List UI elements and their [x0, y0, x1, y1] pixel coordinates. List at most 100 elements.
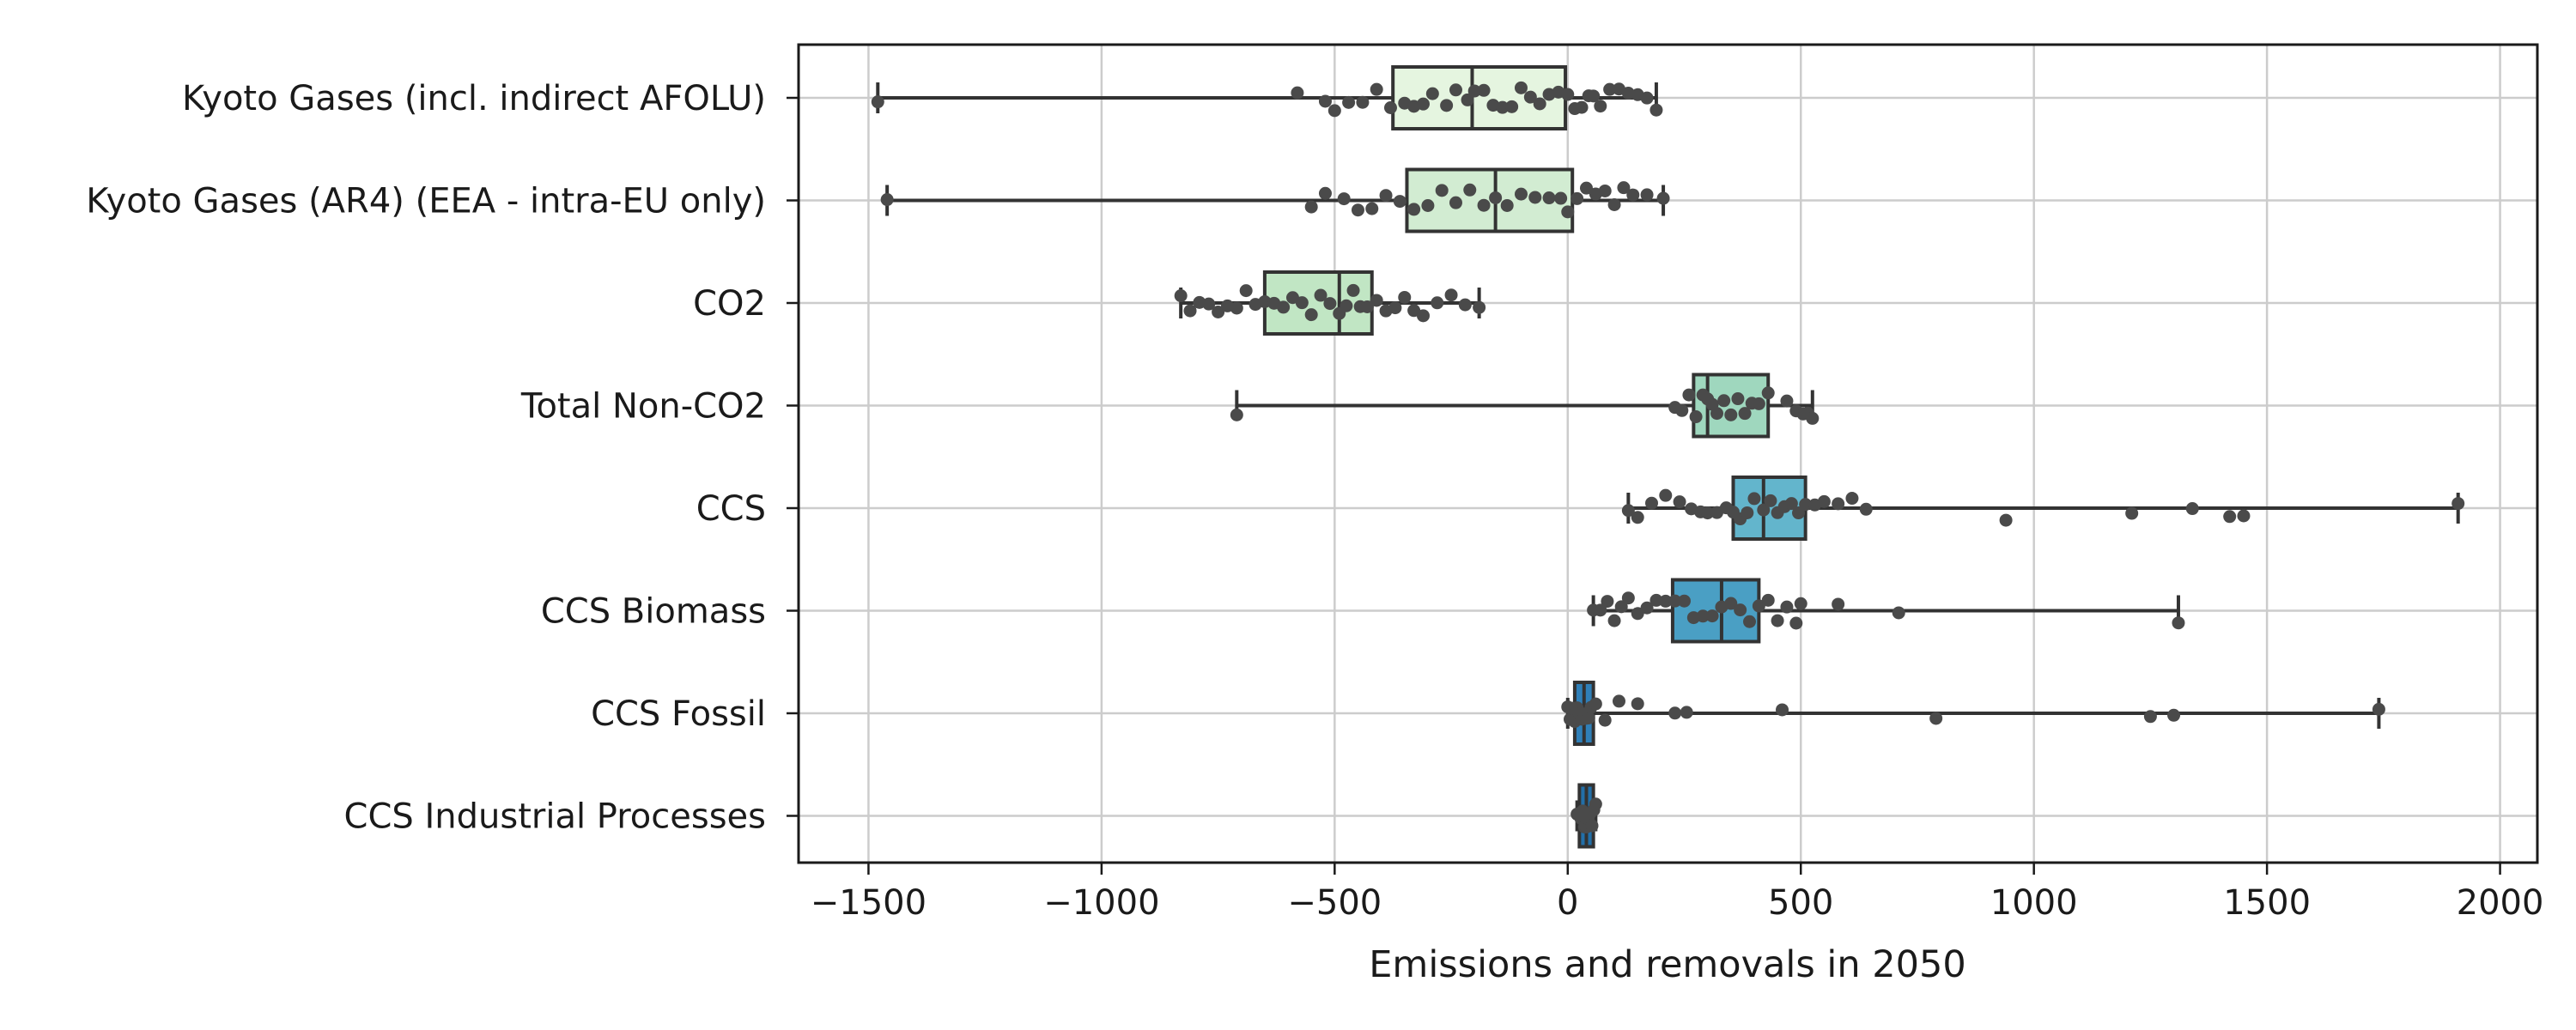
data-point [1342, 95, 1356, 109]
data-point [1489, 191, 1503, 204]
data-point [1780, 394, 1794, 408]
data-point [1659, 594, 1673, 608]
data-point [1318, 94, 1332, 108]
data-point [1370, 82, 1383, 96]
data-point [1337, 192, 1351, 206]
data-point [1668, 594, 1682, 608]
data-point [1710, 407, 1724, 421]
data-point [1614, 600, 1628, 614]
data-point [1644, 496, 1658, 510]
data-point [1734, 603, 1747, 617]
data-point [1724, 597, 1738, 610]
data-point [1656, 191, 1670, 205]
data-point [1463, 183, 1477, 197]
category-label: Kyoto Gases (incl. indirect AFOLU) [182, 79, 766, 118]
box-group [1561, 681, 2385, 746]
data-point [1444, 288, 1458, 302]
data-point [1799, 498, 1813, 512]
box-group [1571, 783, 1602, 849]
data-point [1631, 697, 1644, 711]
data-point [1859, 502, 1873, 516]
data-point [1388, 301, 1402, 315]
data-point [1741, 506, 1754, 519]
data-point [1230, 301, 1243, 315]
axes-layer: −1500 −1000 −500 0 500 1000 1500 2000 Kyoto Gase… [86, 43, 2543, 923]
data-point [1514, 187, 1528, 201]
data-point [1435, 184, 1449, 197]
data-point [1929, 712, 1943, 725]
data-point [1603, 82, 1617, 96]
data-point [1542, 191, 1556, 205]
data-point [1601, 595, 1614, 609]
data-point [1780, 600, 1794, 614]
data-point [1174, 289, 1188, 303]
data-point [2125, 506, 2139, 520]
box-group [880, 167, 1670, 233]
x-tick-label: −1500 [811, 883, 927, 923]
box-group [1621, 476, 2465, 541]
data-point [1449, 83, 1462, 97]
data-point [1845, 492, 1859, 506]
data-point [1612, 694, 1625, 708]
data-point [1571, 191, 1584, 205]
data-point [1832, 597, 1845, 611]
data-point [1607, 198, 1621, 212]
data-point [1761, 593, 1775, 607]
grid-layer [799, 45, 2537, 863]
data-point [1594, 603, 1607, 617]
data-point [1640, 188, 1654, 202]
plot-frame [797, 43, 2539, 864]
data-point [1277, 300, 1291, 314]
data-point [1473, 300, 1486, 314]
data-point [1668, 706, 1682, 720]
data-point [1183, 304, 1197, 318]
data-point [1640, 91, 1654, 105]
data-point [1607, 614, 1621, 627]
data-point [1738, 407, 1752, 421]
data-point [1575, 100, 1589, 114]
data-point [1579, 181, 1593, 195]
data-point [1398, 290, 1412, 304]
x-tick-label: 1000 [1990, 883, 2078, 923]
data-point [1621, 591, 1635, 605]
data-point [1594, 100, 1607, 113]
data-point [1631, 607, 1644, 621]
data-point [1649, 103, 1663, 117]
data-point [1477, 198, 1491, 212]
data-point [1425, 87, 1439, 100]
data-point [1340, 299, 1353, 312]
data-point [1705, 609, 1719, 623]
data-point [1682, 388, 1696, 402]
x-tick-label: −1000 [1043, 883, 1159, 923]
data-point [1680, 706, 1693, 719]
data-point [1731, 392, 1745, 406]
data-point [1431, 296, 1444, 310]
data-point [1761, 386, 1775, 400]
data-point [1832, 497, 1845, 511]
data-point [1477, 83, 1491, 97]
data-point [1514, 81, 1528, 94]
x-tick-label: 500 [1768, 883, 1833, 923]
data-point [1659, 488, 1673, 502]
data-point [1528, 191, 1542, 204]
data-point [1365, 202, 1379, 215]
data-point [1304, 308, 1318, 322]
data-point [871, 95, 884, 109]
data-point [1440, 99, 1454, 112]
data-point [1496, 100, 1510, 114]
category-label: Kyoto Gases (AR4) (EEA - intra-EU only) [86, 182, 766, 221]
data-point [1626, 188, 1640, 202]
data-point [1649, 593, 1663, 607]
data-point [1717, 394, 1731, 408]
data-point [1230, 408, 1243, 421]
category-label: CCS [696, 489, 766, 529]
x-tick-label: 1500 [2223, 883, 2311, 923]
data-point [2185, 502, 2199, 516]
data-point [1776, 703, 1789, 717]
data-point [2237, 509, 2251, 523]
data-point [2451, 497, 2465, 511]
data-point [1314, 288, 1327, 302]
data-point [1743, 615, 1757, 628]
category-label: CCS Industrial Processes [344, 797, 766, 837]
